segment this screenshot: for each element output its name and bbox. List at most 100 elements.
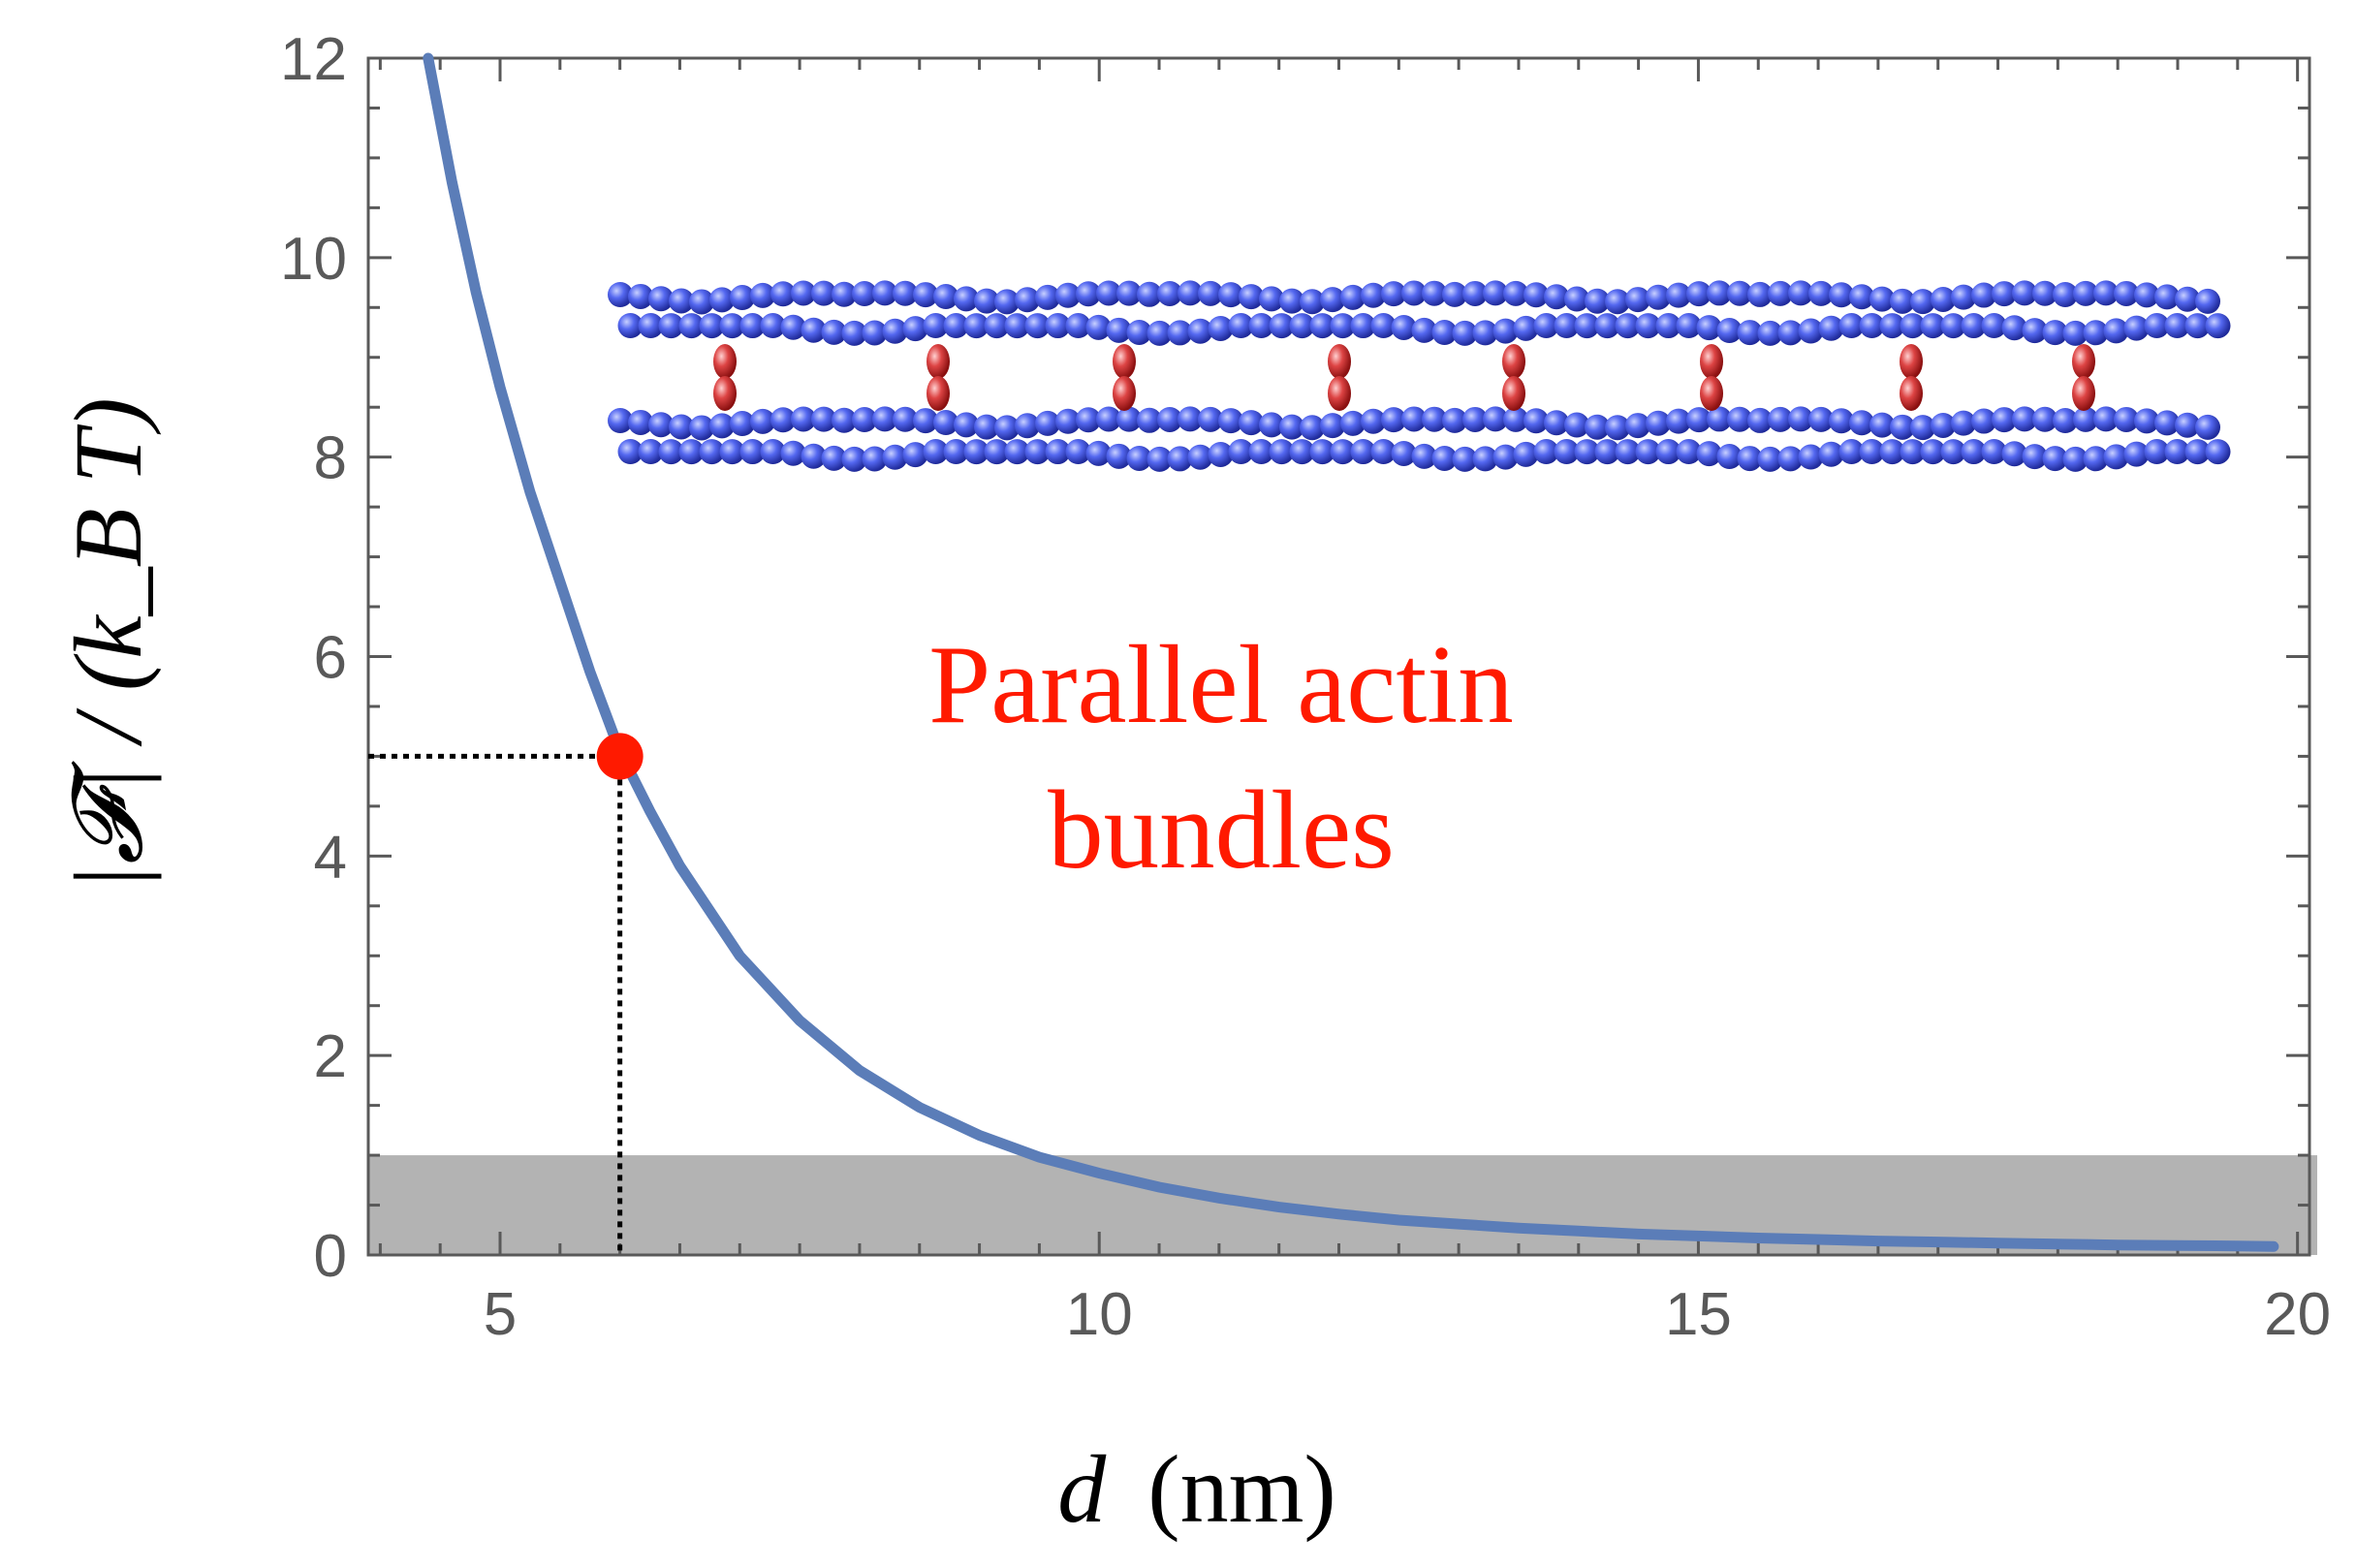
x-tick-label: 5	[484, 1281, 517, 1348]
actin-bead	[872, 280, 897, 306]
actin-bead	[699, 439, 725, 465]
actin-bead	[2001, 315, 2027, 341]
actin-bead	[893, 406, 918, 432]
actin-bead	[2164, 439, 2190, 465]
actin-bead	[1228, 439, 1254, 465]
actin-bead	[984, 313, 1010, 339]
actin-bead	[2205, 313, 2231, 339]
actin-bead	[852, 407, 877, 433]
actin-bead	[1777, 320, 1804, 346]
actin-bead	[2144, 313, 2170, 339]
actin-bead	[2154, 410, 2180, 436]
x-tick-labels: 5 10 15 20	[484, 1281, 2331, 1348]
actin-bead	[1747, 281, 1773, 307]
actin-bead	[2042, 320, 2068, 346]
actin-bead	[893, 280, 918, 306]
actin-bead	[669, 288, 694, 314]
actin-bead	[1401, 406, 1427, 432]
actin-bead	[2195, 414, 2220, 440]
actin-bead	[1350, 313, 1376, 339]
actin-bead	[750, 282, 775, 308]
actin-bead	[2134, 282, 2159, 308]
actin-bead	[2093, 406, 2119, 432]
actin-bead	[2123, 441, 2150, 467]
actin-bead	[1004, 439, 1030, 465]
actin-bead	[1198, 280, 1223, 306]
actin-bead	[1686, 281, 1712, 307]
actin-bead	[1931, 286, 1956, 312]
actin-bead	[2175, 286, 2200, 312]
actin-bead	[1381, 281, 1406, 307]
actin-bead	[821, 319, 847, 345]
actin-bead	[1116, 280, 1142, 306]
actin-bead	[1370, 313, 1397, 339]
actin-bead	[1492, 444, 1519, 470]
actin-bead	[1605, 415, 1630, 441]
actin-bead	[1910, 415, 1935, 441]
actin-bead	[1085, 314, 1112, 340]
actin-bead	[1045, 313, 1071, 339]
actin-bead	[689, 289, 714, 315]
actin-bead	[628, 409, 653, 435]
actin-bead	[1788, 280, 1813, 306]
actin-bead	[1920, 439, 1946, 465]
actin-bead	[1198, 406, 1223, 432]
actin-bead	[933, 284, 958, 310]
actin-bead	[791, 280, 816, 306]
actin-bead	[1676, 439, 1702, 465]
actin-bead	[872, 406, 897, 432]
actin-bead	[1890, 414, 1915, 440]
actin-bead	[994, 415, 1020, 441]
actin-bead	[841, 320, 867, 346]
actin-bead	[2042, 446, 2068, 472]
actin-bead	[1757, 446, 1783, 472]
crosslinker	[1502, 344, 1525, 411]
actin-bead	[699, 313, 725, 339]
y-tick-label: 4	[314, 824, 347, 891]
crosslinker-bead	[1700, 344, 1723, 379]
actin-bead	[1147, 446, 1173, 472]
actin-bead	[1157, 280, 1182, 306]
actin-bead	[1422, 280, 1447, 306]
actin-bead	[1879, 439, 1905, 465]
actin-bead	[1829, 408, 1854, 434]
actin-bead	[2062, 446, 2089, 472]
actin-bead	[730, 411, 755, 437]
actin-bead	[2001, 441, 2027, 467]
actin-bead	[1391, 440, 1417, 466]
actin-bead	[628, 283, 653, 309]
actin-bead	[2093, 280, 2119, 306]
crosslinker	[1113, 344, 1136, 411]
actin-bead	[1137, 281, 1162, 307]
actin-bead	[2205, 439, 2231, 465]
actin-bead	[1178, 406, 1203, 432]
actin-bead	[1055, 282, 1081, 308]
actin-bead	[1961, 439, 1987, 465]
actin-bead	[1381, 407, 1406, 433]
actin-bead	[689, 415, 714, 441]
actin-bead	[1483, 406, 1508, 432]
actin-bead	[648, 286, 674, 312]
actin-bead	[2083, 320, 2109, 346]
actin-bead	[1625, 287, 1650, 313]
actin-bead	[902, 442, 928, 468]
actin-bead	[1208, 441, 1234, 467]
actin-bead	[1503, 406, 1528, 432]
crosslinker-bead	[1700, 376, 1723, 411]
crosslinker-bead	[927, 376, 950, 411]
annotation-line-1: Parallel actin	[928, 623, 1513, 746]
y-tick-label: 8	[314, 425, 347, 492]
actin-bead	[1513, 441, 1539, 467]
crosslinker-bead	[1900, 344, 1923, 379]
x-tick-label: 10	[1066, 1281, 1133, 1348]
actin-bead	[862, 320, 888, 346]
actin-bead	[1829, 282, 1854, 308]
actin-bead	[1096, 280, 1121, 306]
actin-bead	[1147, 320, 1173, 346]
actin-bead	[1187, 318, 1213, 344]
actin-bead	[1157, 406, 1182, 432]
actin-bead	[882, 444, 908, 470]
actin-bead	[1707, 406, 1732, 432]
actin-bead	[1716, 318, 1743, 344]
